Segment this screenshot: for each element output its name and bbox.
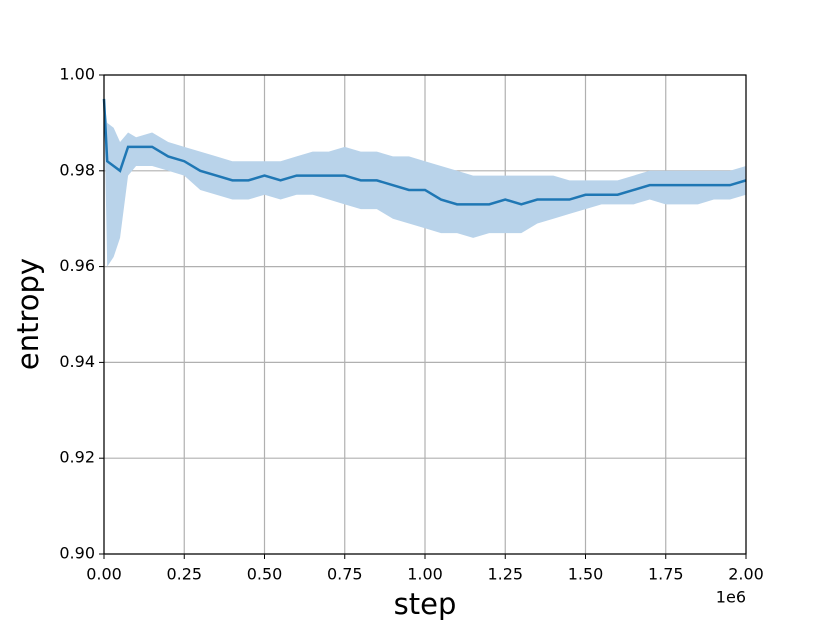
x-tick-label: 1.00	[407, 565, 443, 584]
x-tick-label: 0.50	[247, 565, 283, 584]
error-band	[104, 98, 746, 267]
x-tick-label: 0.25	[166, 565, 202, 584]
x-tick-label: 1.25	[487, 565, 523, 584]
x-tick-label: 2.00	[728, 565, 764, 584]
x-tick-label: 0.75	[327, 565, 363, 584]
y-tick-label: 0.94	[59, 352, 95, 371]
y-tick-label: 0.96	[59, 256, 95, 275]
y-tick-label: 0.98	[59, 160, 95, 179]
y-tick-label: 0.92	[59, 448, 95, 467]
plot-frame	[103, 74, 747, 555]
y-tick-label: 1.00	[59, 65, 95, 84]
x-tick-label: 0.00	[86, 565, 122, 584]
x-axis-label: step	[394, 587, 457, 621]
x-offset-label: 1e6	[716, 588, 746, 607]
y-tick-label: 0.90	[59, 544, 95, 563]
x-tick-label: 1.50	[568, 565, 604, 584]
line	[102, 98, 747, 206]
x-tick-label: 1.75	[648, 565, 684, 584]
y-axis-label: entropy	[11, 258, 45, 370]
